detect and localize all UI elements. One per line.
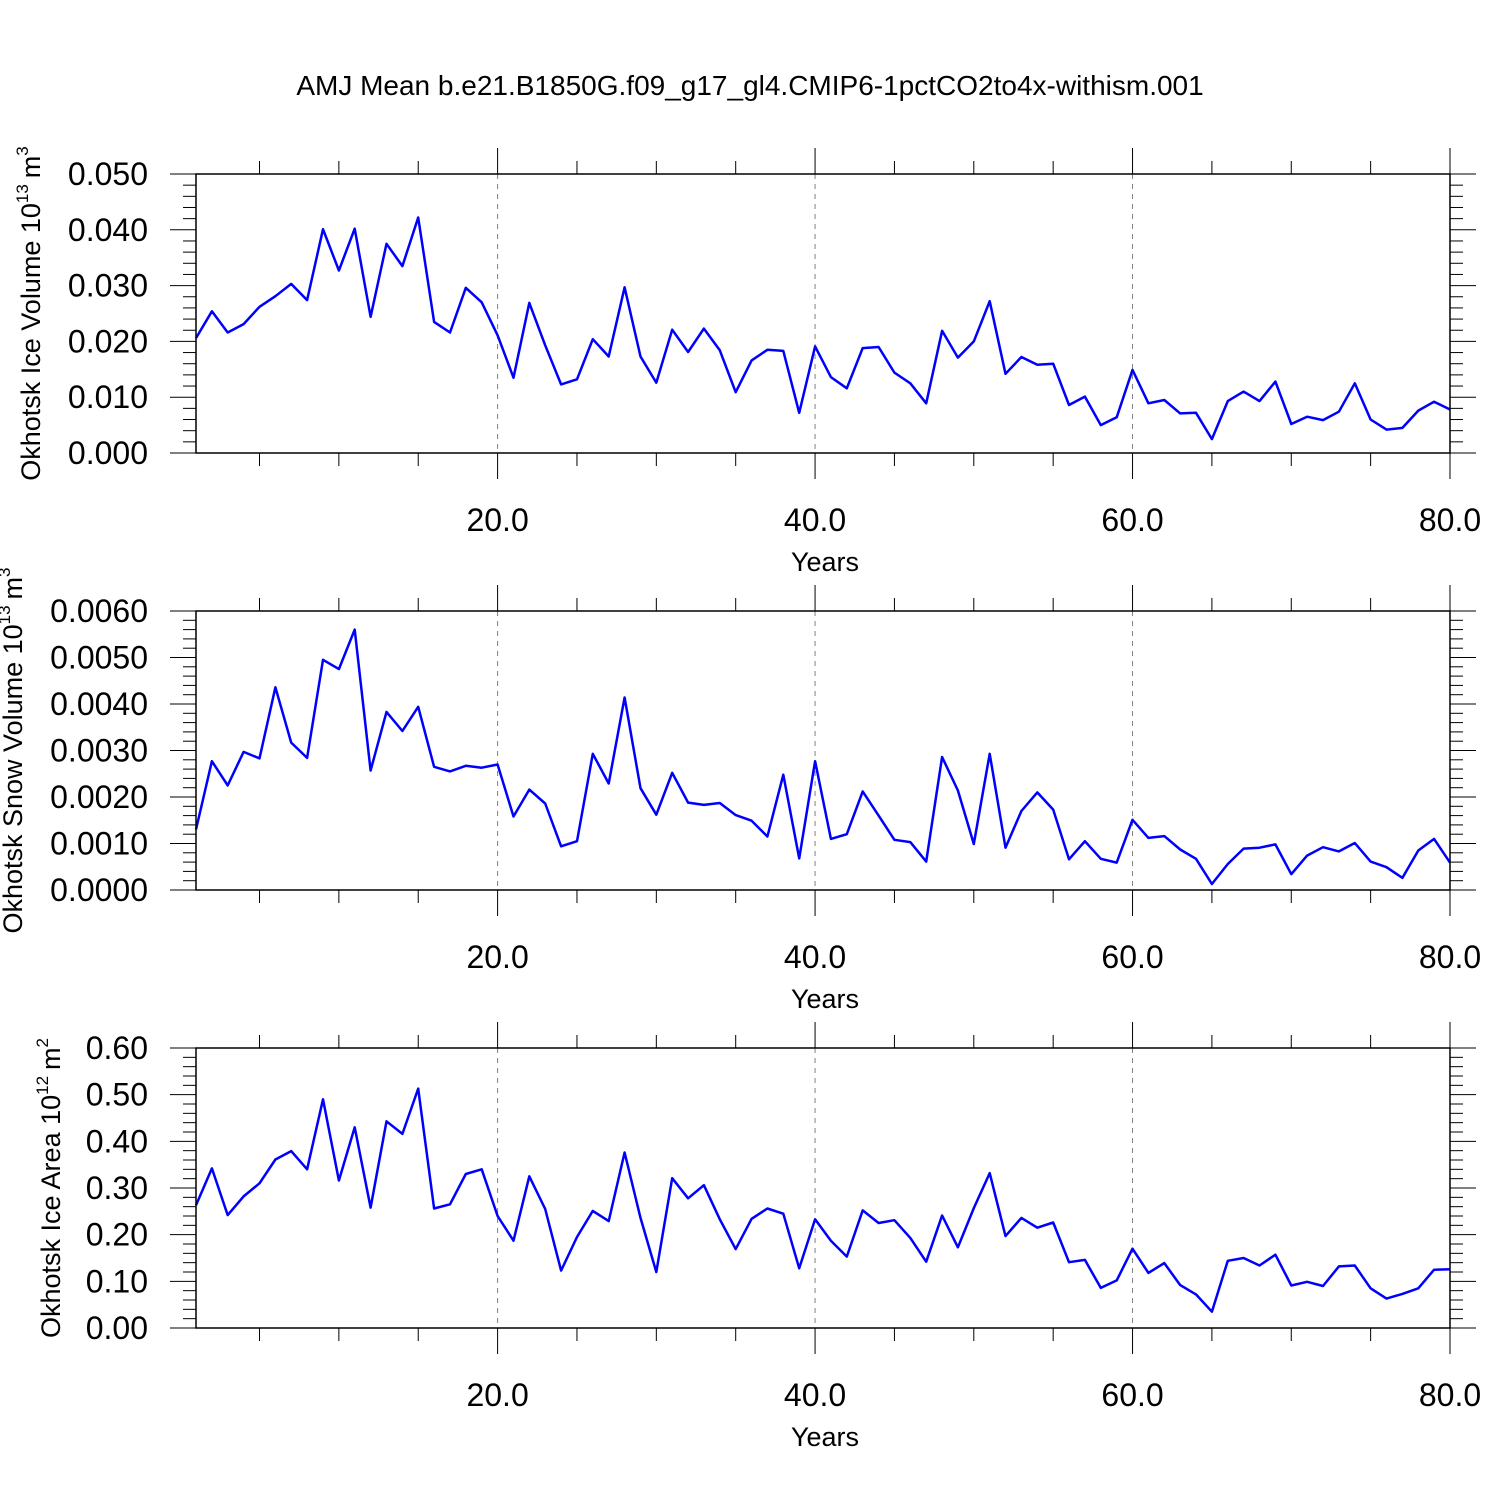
snow-volume-series-line	[194, 628, 1452, 886]
snow-volume-x-tick-label: 80.0	[1419, 939, 1481, 975]
ice-area-x-axis-label: Years	[791, 1422, 859, 1452]
ice-volume-x-tick-label: 20.0	[466, 502, 528, 538]
ice-area-y-axis-label: Okhotsk Ice Area 1012 m2	[33, 1038, 66, 1338]
snow-volume-y-tick-label: 0.0040	[50, 686, 148, 722]
ice-volume-y-tick-label: 0.010	[68, 379, 148, 415]
snow-volume-y-tick-label: 0.0050	[50, 640, 148, 676]
ice-area-y-tick-label: 0.10	[86, 1263, 148, 1299]
ice-volume-plot-frame	[195, 173, 1451, 454]
ice-area-y-tick-label: 0.50	[86, 1077, 148, 1113]
ice-volume-y-tick-label: 0.030	[68, 268, 148, 304]
ice-area-y-tick-label: 0.60	[86, 1030, 148, 1066]
ice-volume-y-axis-label-unit: m	[16, 156, 46, 179]
snow-volume-y-tick-label: 0.0030	[50, 733, 148, 769]
ice-volume-y-tick-label: 0.040	[68, 212, 148, 248]
snow-volume-y-axis-label-unit-exponent: 3	[0, 567, 14, 576]
ice-area-series-line	[194, 1087, 1451, 1313]
snow-volume-panel: 0.0000 0.0010 0.0020 0.0030 0.0040 0.0050 0.00…	[0, 567, 1481, 1014]
ice-volume-y-tick-label: 0.000	[68, 435, 148, 471]
ice-area-y-tick-label: 0.30	[86, 1170, 148, 1206]
ice-area-x-tick-label: 60.0	[1101, 1377, 1163, 1413]
ice-area-y-tick-label: 0.40	[86, 1123, 148, 1159]
ice-area-y-axis-label-text: Okhotsk Ice Area 10	[36, 1095, 66, 1338]
ice-area-x-tick-label: 40.0	[784, 1377, 846, 1413]
ice-area-y-tick-label: 0.20	[86, 1217, 148, 1253]
ice-volume-x-tick-label: 40.0	[784, 502, 846, 538]
snow-volume-x-tick-label: 40.0	[784, 939, 846, 975]
ice-area-y-axis-label-unit-exponent: 2	[33, 1038, 52, 1047]
ice-volume-y-tick-label: 0.020	[68, 323, 148, 359]
ice-volume-x-tick-label: 60.0	[1101, 502, 1163, 538]
snow-volume-y-tick-label: 0.0000	[50, 872, 148, 908]
ice-volume-x-tick-label: 80.0	[1419, 502, 1481, 538]
snow-volume-plot-frame	[195, 610, 1451, 891]
ice-volume-y-axis-label: Okhotsk Ice Volume 1013 m3	[13, 146, 46, 481]
ice-area-panel: 0.00 0.10 0.20 0.30 0.40 0.50 0.60 20.0 40.0 60.0…	[33, 1022, 1481, 1452]
ice-area-y-axis-label-exponent: 12	[33, 1076, 52, 1095]
snow-volume-y-axis-label-exponent: 13	[0, 605, 14, 624]
snow-volume-x-tick-label: 20.0	[466, 939, 528, 975]
ice-volume-series-line	[194, 216, 1451, 441]
ice-area-y-axis-label-unit: m	[36, 1047, 66, 1070]
ice-area-plot-frame	[195, 1047, 1451, 1329]
ice-volume-y-axis-label-unit-exponent: 3	[13, 146, 32, 155]
snow-volume-y-axis-label-text: Okhotsk Snow Volume 10	[0, 624, 28, 933]
ice-volume-y-axis-label-text: Okhotsk Ice Volume 10	[16, 203, 46, 481]
snow-volume-y-axis-label: Okhotsk Snow Volume 1013 m3	[0, 567, 28, 933]
ice-volume-x-axis-label: Years	[791, 547, 859, 577]
snow-volume-x-tick-label: 60.0	[1101, 939, 1163, 975]
chart-title: AMJ Mean b.e21.B1850G.f09_g17_gl4.CMIP6-…	[296, 70, 1204, 101]
snow-volume-y-axis-label-unit: m	[0, 577, 28, 600]
ice-area-x-tick-label: 20.0	[466, 1377, 528, 1413]
ice-volume-y-axis-label-exponent: 13	[13, 184, 32, 203]
ice-area-x-tick-label: 80.0	[1419, 1377, 1481, 1413]
ice-volume-y-tick-label: 0.050	[68, 156, 148, 192]
ice-area-y-tick-label: 0.00	[86, 1310, 148, 1346]
ice-volume-panel: 0.000 0.010 0.020 0.030 0.040 0.050 20.0 40.0 60…	[13, 146, 1481, 577]
snow-volume-y-tick-label: 0.0020	[50, 779, 148, 815]
snow-volume-y-tick-label: 0.0060	[50, 593, 148, 629]
snow-volume-x-axis-label: Years	[791, 984, 859, 1014]
snow-volume-y-tick-label: 0.0010	[50, 826, 148, 862]
